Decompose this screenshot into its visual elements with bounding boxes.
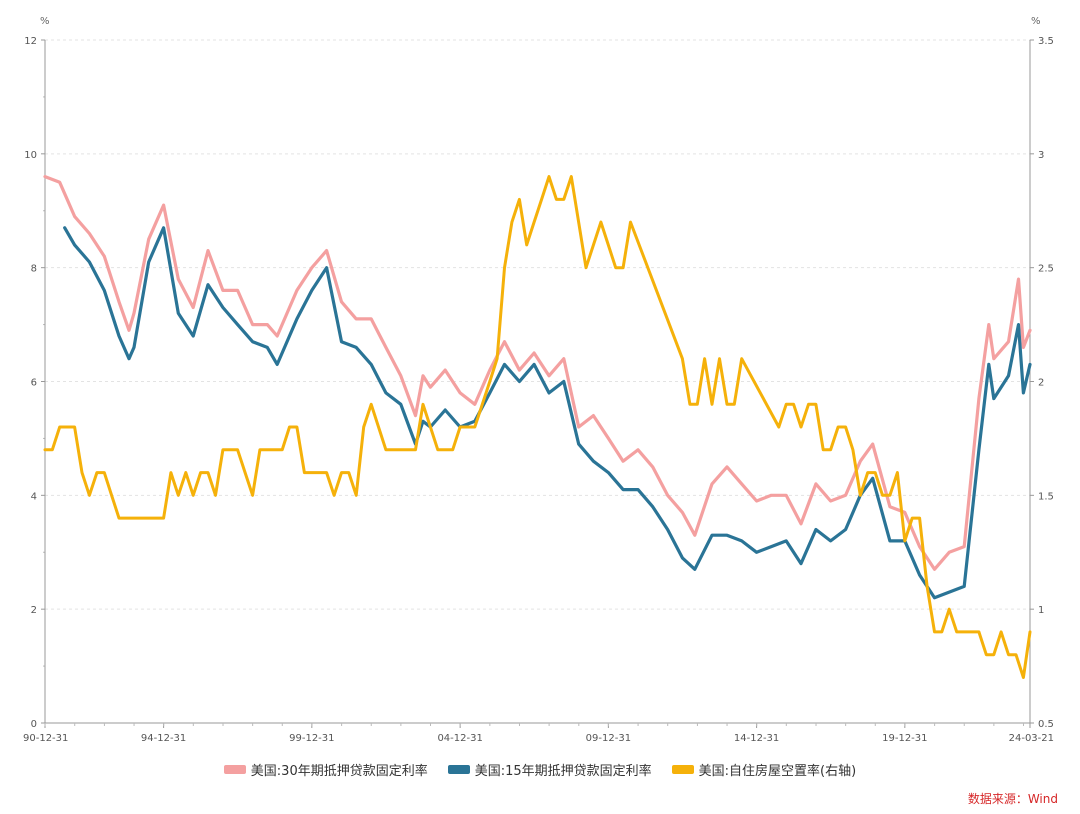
- legend-label-15y: 美国:15年期抵押贷款固定利率: [474, 764, 652, 779]
- legend-item-vacancy[interactable]: 美国:自住房屋空置率(右轴): [671, 760, 857, 779]
- source-note: 数据来源：Wind: [967, 792, 1058, 806]
- x-axis-tick-label: 99-12-31: [289, 733, 334, 744]
- right-axis-unit: %: [1031, 16, 1041, 27]
- left-axis-tick-label: 8: [31, 264, 37, 275]
- series-30y-rate-line: [43, 175, 1032, 571]
- series: [43, 175, 1032, 679]
- x-axis-tick-label: 14-12-31: [734, 733, 779, 744]
- legend-item-30y[interactable]: 美国:30年期抵押贷款固定利率: [223, 760, 428, 779]
- x-axis-tick-label: 24-03-21: [1009, 733, 1054, 744]
- left-axis-tick-label: 4: [31, 491, 37, 502]
- legend-label-vacancy: 美国:自住房屋空置率(右轴): [698, 764, 857, 779]
- left-axis-tick-label: 2: [31, 605, 37, 616]
- right-axis-tick-label: 0.5: [1038, 719, 1054, 730]
- right-axis-tick-label: 1: [1038, 605, 1044, 616]
- right-axis-tick-label: 3.5: [1038, 36, 1054, 47]
- legend-swatch-15y: [447, 765, 470, 774]
- axes: % % 0 2 4 6 8 10 12 0.5 1 1.5 2 2.5 3 3.5 90-12-31 94-1…: [23, 16, 1054, 744]
- legend-swatch-30y: [223, 765, 246, 774]
- x-axis-tick-label: 94-12-31: [141, 733, 186, 744]
- right-axis-tick-label: 2.5: [1038, 264, 1054, 275]
- gridlines: [45, 39, 1030, 610]
- x-axis-tick-label: 09-12-31: [586, 733, 631, 744]
- left-axis-tick-label: 6: [31, 378, 37, 389]
- left-axis-tick-label: 0: [31, 719, 37, 730]
- x-axis-tick-label: 19-12-31: [882, 733, 927, 744]
- left-axis-tick-label: 10: [24, 150, 37, 161]
- left-axis-unit: %: [40, 16, 50, 27]
- right-axis-tick-label: 3: [1038, 150, 1044, 161]
- left-axis-tick-label: 12: [24, 36, 37, 47]
- right-axis-tick-label: 2: [1038, 378, 1044, 389]
- right-axis-tick-label: 1.5: [1038, 491, 1054, 502]
- x-axis-tick-label: 90-12-31: [23, 733, 68, 744]
- legend-item-15y[interactable]: 美国:15年期抵押贷款固定利率: [447, 760, 652, 779]
- legend-swatch-vacancy: [671, 765, 694, 774]
- x-axis-tick-label: 04-12-31: [437, 733, 482, 744]
- series-vacancy-rate-line: [43, 175, 1032, 679]
- chart-plot: % % 0 2 4 6 8 10 12 0.5 1 1.5 2 2.5 3 3.5 90-12-31 94-1…: [23, 16, 1054, 744]
- series-15y-rate-line: [63, 226, 1032, 600]
- legend: 美国:30年期抵押贷款固定利率 美国:15年期抵押贷款固定利率 美国:自住房屋空…: [0, 760, 1080, 779]
- legend-label-30y: 美国:30年期抵押贷款固定利率: [250, 764, 428, 779]
